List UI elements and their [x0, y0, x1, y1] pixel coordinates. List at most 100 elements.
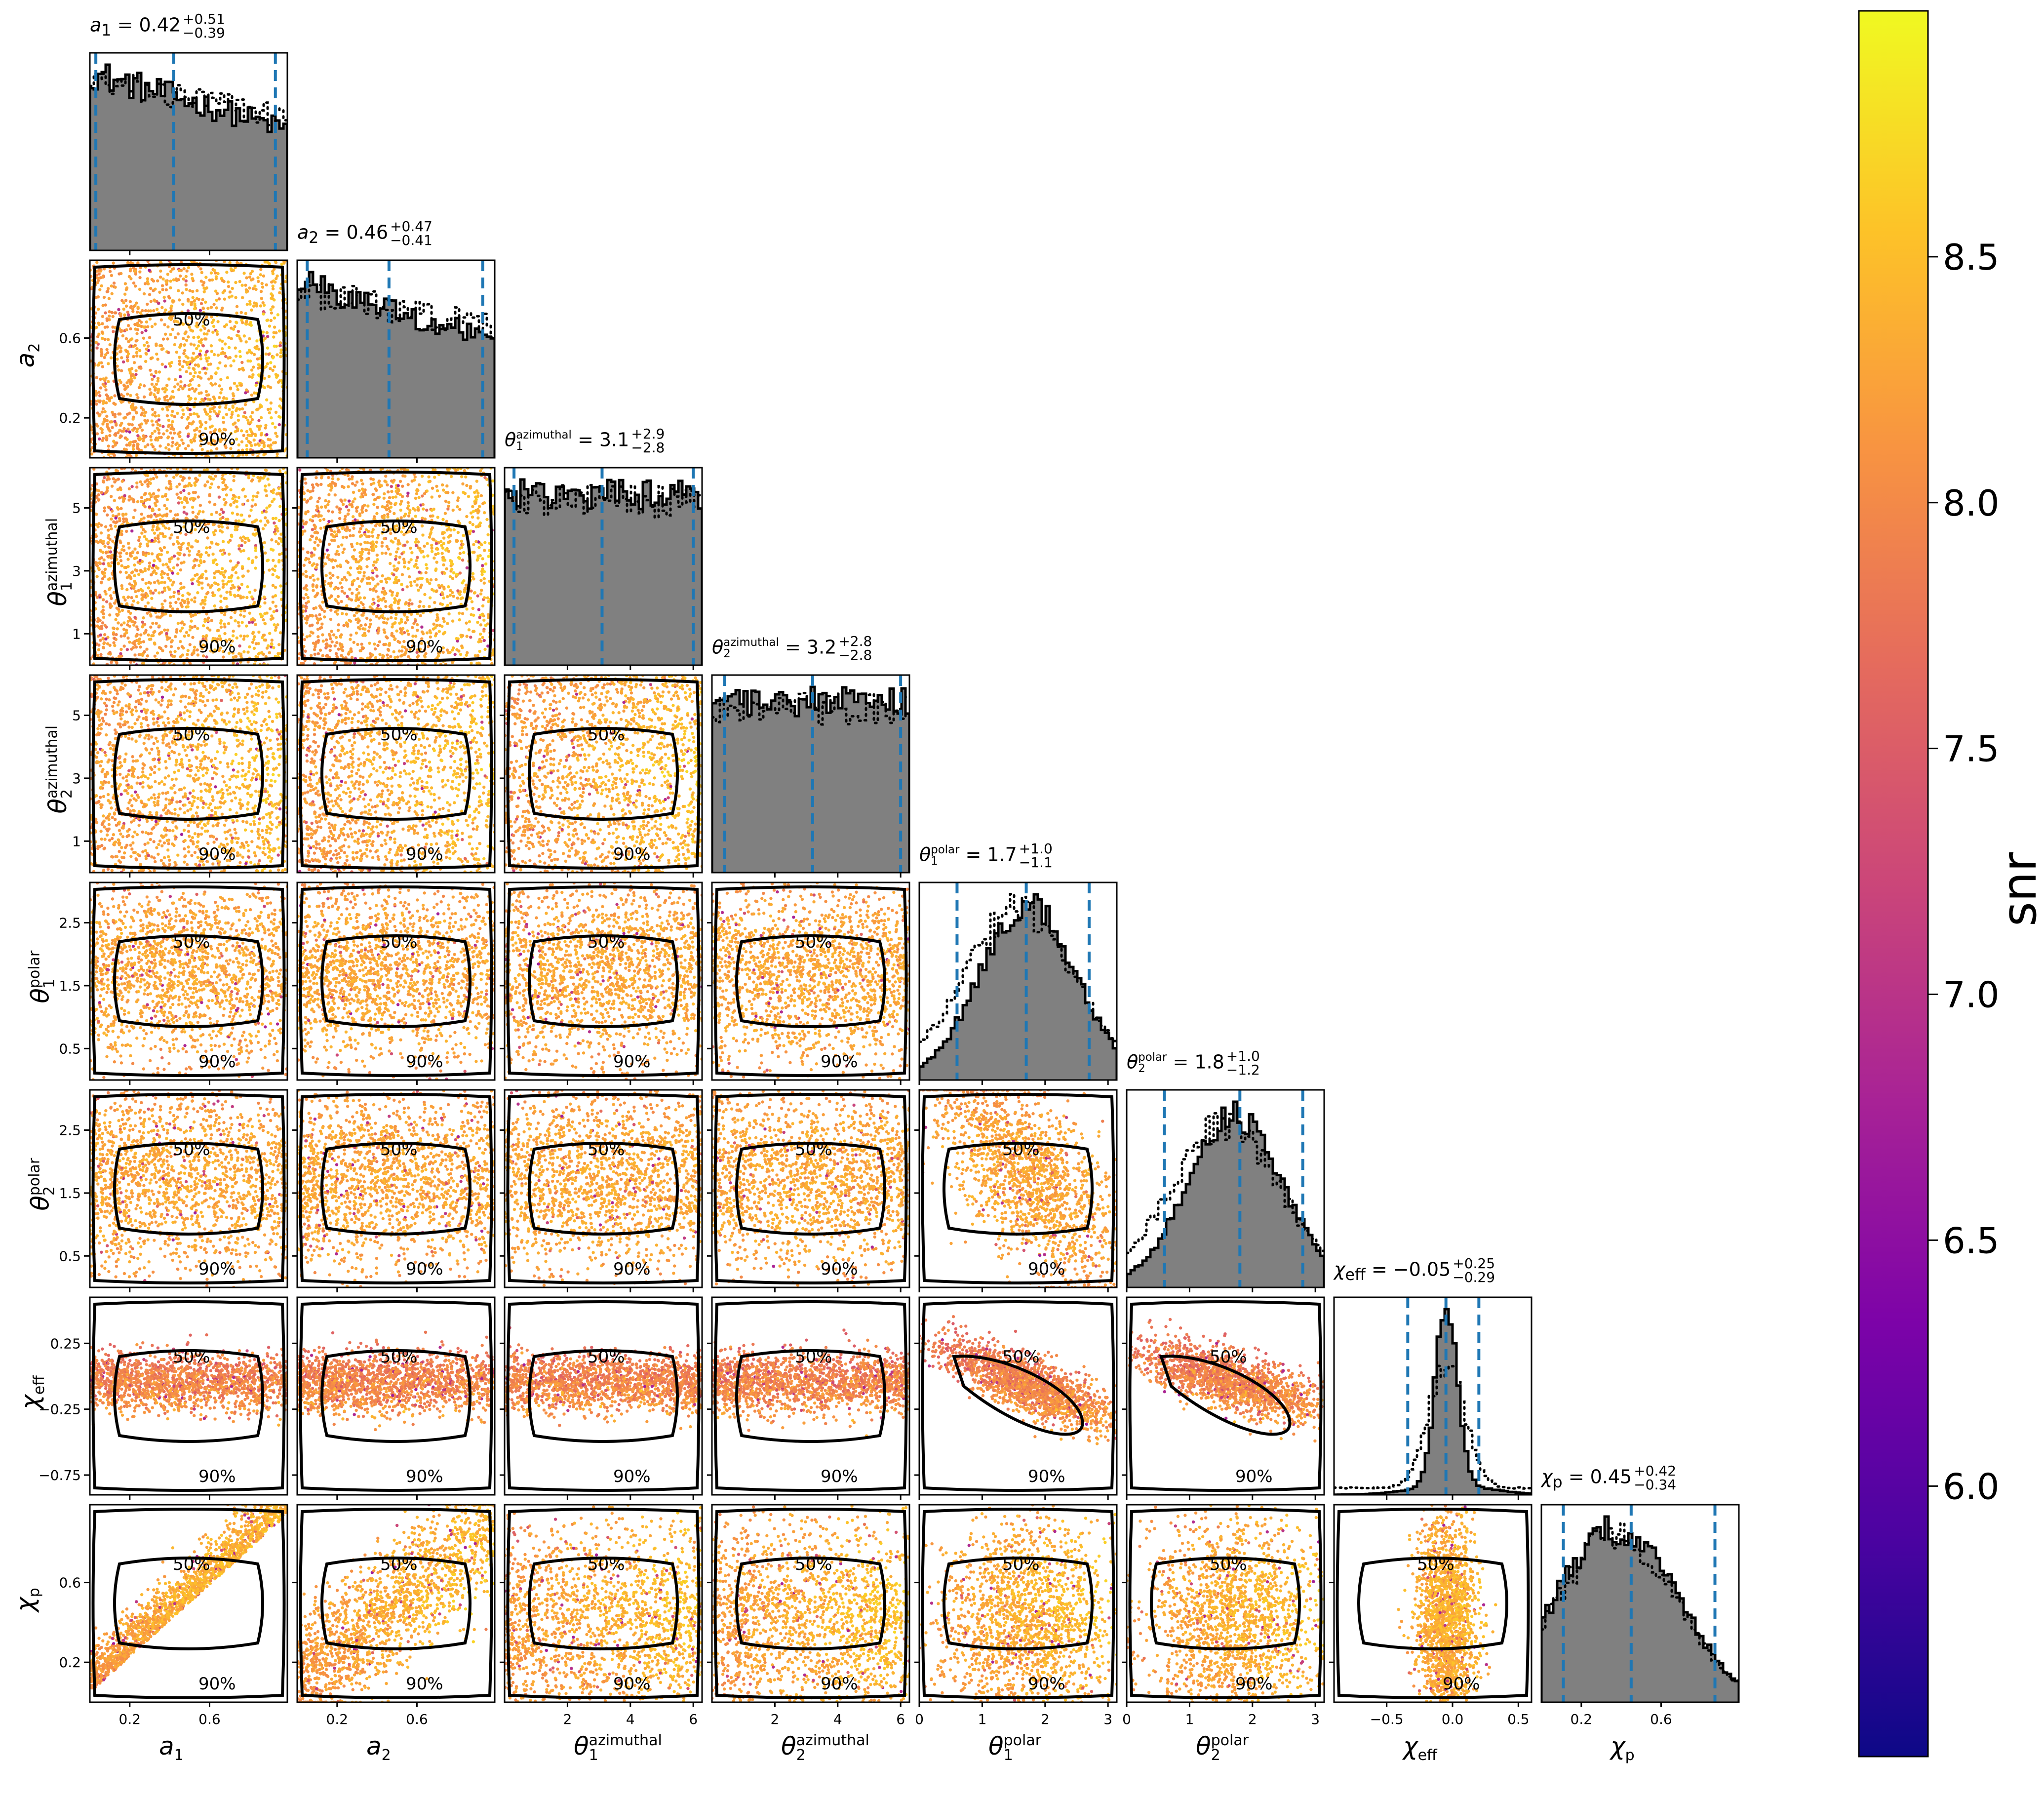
scatter-points — [297, 1090, 495, 1287]
scatter-panel-t1az-chieff: 50% 90% — [500, 1296, 703, 1500]
contour-90 — [921, 1300, 1115, 1492]
scatter-points — [90, 1505, 287, 1690]
contour-90 — [299, 1300, 493, 1492]
y-tick-label: −0.75 — [39, 1467, 81, 1483]
contour-50 — [113, 1557, 264, 1650]
scatter-points — [297, 468, 495, 665]
colorbar-label: snr — [1992, 852, 2044, 926]
contour-label-90: 90% — [1028, 1467, 1065, 1486]
scatter-points — [297, 882, 495, 1080]
contour-label-50: 50% — [173, 310, 210, 330]
y-tick-label: 5 — [72, 500, 81, 517]
panel-frame — [1540, 1504, 1740, 1703]
contour-50 — [113, 934, 264, 1028]
scatter-points — [712, 1328, 909, 1438]
scatter-points — [90, 675, 287, 873]
contour-label-50: 50% — [1210, 1347, 1247, 1367]
panel-frame — [711, 674, 910, 874]
contour-90 — [299, 1093, 493, 1284]
contour-label-50: 50% — [1002, 1347, 1040, 1367]
contour-50 — [943, 1142, 1094, 1236]
contour-50 — [113, 312, 264, 406]
contour-label-50: 50% — [1417, 1555, 1454, 1574]
x-axis-label-t1p: θ polar 1 — [988, 1732, 1041, 1763]
contour-label-90: 90% — [613, 1674, 651, 1694]
y-tick-label: 0.6 — [59, 330, 81, 347]
y-tick-label: 1 — [72, 833, 81, 849]
scatter-panel-a1-t1az: 50% 90% 1 3 5 — [72, 467, 288, 670]
contour-label-90: 90% — [1235, 1467, 1273, 1486]
scatter-panel-a2-t1p: 50% 90% — [292, 881, 496, 1085]
contour-label-90: 90% — [613, 1467, 651, 1486]
y-axis-label-t1az: θ azimuthal 1 — [43, 518, 76, 606]
panel-frame — [296, 259, 496, 459]
contour-90 — [921, 1093, 1115, 1284]
panel-frame — [89, 467, 288, 666]
y-axis-label-chip: χp — [11, 1588, 43, 1612]
hist-panel-t1p — [918, 881, 1118, 1085]
scatter-panel-a1-a2: 50% 90% 0.2 0.6 — [59, 259, 288, 463]
contour-90 — [299, 678, 493, 870]
y-tick-label: 5 — [72, 708, 81, 724]
contour-50 — [113, 1142, 264, 1236]
x-tick-label: 0.5 — [1507, 1711, 1530, 1727]
y-tick-label: 1 — [72, 626, 81, 642]
scatter-points — [1127, 1505, 1324, 1702]
panel-frame — [296, 1296, 496, 1496]
contour-label-50: 50% — [380, 1140, 418, 1160]
colorbar-tick-label: 8.5 — [1943, 237, 2000, 278]
contour-label-90: 90% — [821, 1052, 858, 1072]
contour-50 — [735, 934, 886, 1028]
panel-frame — [296, 467, 496, 666]
x-tick-label: 0.0 — [1442, 1711, 1464, 1727]
scatter-panel-a2-t2az: 50% 90% — [292, 674, 496, 878]
colorbar: 6.0 6.5 7.0 7.5 8.0 8.5 — [1858, 10, 2000, 1758]
panel-frame — [1126, 1504, 1325, 1703]
contour-label-50: 50% — [380, 518, 418, 537]
y-tick-label: 0.2 — [59, 1654, 81, 1671]
contour-90 — [506, 1300, 701, 1492]
contour-90 — [91, 678, 286, 870]
contour-50 — [320, 520, 472, 613]
contour-label-50: 50% — [1002, 1555, 1040, 1574]
scatter-panel-a1-t2az: 50% 90% 1 3 5 — [72, 674, 288, 878]
y-axis-label-t1p: θ polar 1 — [26, 951, 58, 1003]
x-tick-label: 2 — [770, 1711, 779, 1727]
scatter-panel-t1p-chip: 50% 90% 0 1 2 3 — [914, 1504, 1118, 1727]
x-tick-label: 0 — [915, 1711, 924, 1727]
contour-50 — [320, 727, 472, 821]
y-tick-label: 0.25 — [50, 1335, 81, 1352]
contour-label-50: 50% — [173, 1140, 210, 1160]
contour-label-50: 50% — [588, 1555, 625, 1574]
x-tick-label: 2 — [1041, 1711, 1050, 1727]
contour-90 — [713, 1300, 908, 1492]
y-tick-label: −0.25 — [39, 1401, 81, 1418]
y-tick-label: 0.5 — [59, 1248, 81, 1264]
x-tick-label: 0.6 — [198, 1711, 221, 1727]
contour-label-50: 50% — [1210, 1555, 1247, 1574]
panel-frame — [89, 674, 288, 874]
colorbar-tick-label: 7.0 — [1943, 974, 2000, 1016]
scatter-points — [505, 882, 702, 1080]
scatter-points — [712, 1505, 909, 1702]
scatter-panel-a1-chieff: 50% 90% −0.75 −0.25 0.25 — [39, 1296, 288, 1500]
x-tick-label: 3 — [1311, 1711, 1320, 1727]
panel-frame — [504, 881, 703, 1081]
contour-90 — [91, 471, 286, 662]
contour-label-90: 90% — [1028, 1674, 1065, 1694]
scatter-panel-chieff-chip: 50% 90% −0.5 0.0 0.5 — [1329, 1504, 1533, 1727]
scatter-points — [90, 1090, 287, 1287]
contour-label-90: 90% — [613, 844, 651, 864]
panel-frame — [504, 674, 703, 874]
contour-50 — [943, 1557, 1094, 1650]
x-axis-label-a2: a2 — [366, 1732, 391, 1764]
contour-90 — [1128, 1300, 1323, 1492]
scatter-points — [90, 1333, 287, 1427]
scatter-panel-t1az-t2az: 50% 90% — [500, 674, 703, 878]
contour-50 — [113, 727, 264, 821]
y-axis-label-a2: a2 — [11, 343, 43, 368]
contour-50 — [528, 1557, 679, 1650]
panel-frame — [89, 881, 288, 1081]
contour-50 — [113, 520, 264, 613]
contour-label-90: 90% — [821, 1674, 858, 1694]
